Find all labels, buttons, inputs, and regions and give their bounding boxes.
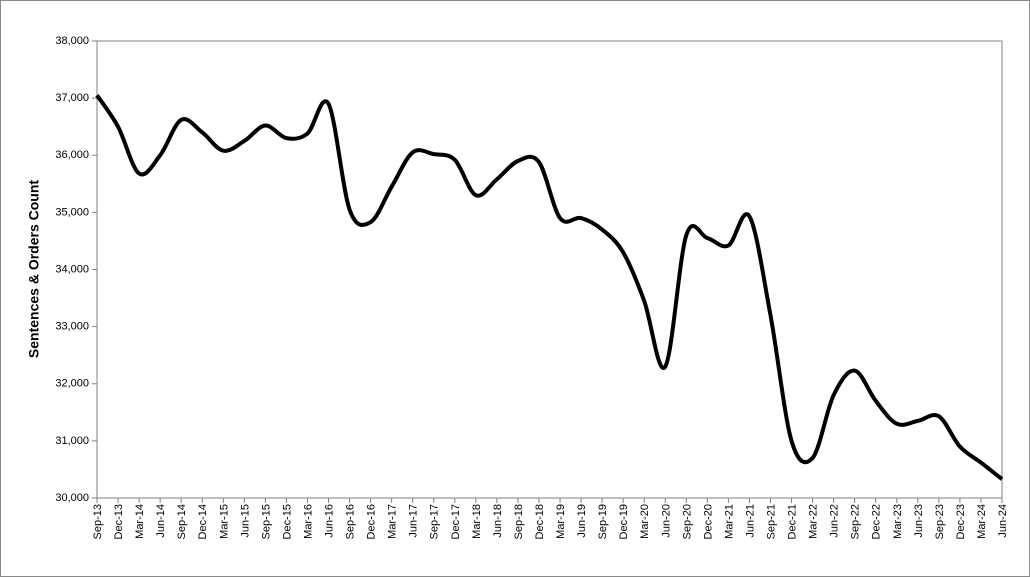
x-tick-label: Jun-19	[576, 504, 588, 538]
x-tick-label: Jun-17	[408, 504, 420, 538]
y-tick-label: 38,000	[55, 35, 89, 47]
x-tick-label: Jun-18	[492, 504, 504, 538]
x-tick-label: Mar-17	[387, 504, 399, 539]
x-tick-label: Mar-24	[976, 504, 988, 539]
y-tick-label: 34,000	[55, 263, 89, 275]
y-tick-label: 33,000	[55, 321, 89, 333]
x-tick-label: Mar-23	[892, 504, 904, 539]
y-tick-label: 37,000	[55, 92, 89, 104]
x-tick-label: Jun-23	[913, 504, 925, 538]
x-tick-label: Sep-19	[597, 504, 609, 539]
x-tick-label: Sep-20	[681, 504, 693, 539]
y-tick-label: 35,000	[55, 206, 89, 218]
y-tick-label: 30,000	[55, 492, 89, 504]
x-tick-label: Mar-21	[723, 504, 735, 539]
x-tick-label: Sep-17	[429, 504, 441, 539]
x-tick-label: Sep-15	[260, 504, 272, 539]
x-tick-label: Jun-20	[660, 504, 672, 538]
x-tick-label: Dec-14	[197, 504, 209, 539]
y-tick-label: 32,000	[55, 378, 89, 390]
x-tick-label: Dec-13	[113, 504, 125, 539]
x-tick-label: Sep-16	[345, 504, 357, 539]
y-tick-label: 36,000	[55, 149, 89, 161]
x-tick-label: Jun-14	[155, 504, 167, 538]
data-line	[95, 94, 1004, 481]
x-tick-label: Mar-20	[639, 504, 651, 539]
x-tick-label: Dec-17	[450, 504, 462, 539]
x-tick-label: Mar-18	[471, 504, 483, 539]
x-tick-label: Mar-19	[555, 504, 567, 539]
x-tick-label: Jun-22	[829, 504, 841, 538]
x-tick-label: Dec-16	[366, 504, 378, 539]
x-tick-label: Dec-19	[618, 504, 630, 539]
x-tick-label: Dec-15	[281, 504, 293, 539]
x-tick-label: Mar-22	[808, 504, 820, 539]
x-tick-label: Dec-20	[702, 504, 714, 539]
x-tick-label: Dec-23	[955, 504, 967, 539]
x-tick-label: Jun-15	[239, 504, 251, 538]
y-tick-label: 31,000	[55, 435, 89, 447]
x-tick-label: Mar-16	[302, 504, 314, 539]
x-tick-label: Jun-16	[324, 504, 336, 538]
x-tick-label: Dec-18	[534, 504, 546, 539]
y-axis-label: Sentences & Orders Count	[26, 180, 42, 358]
x-tick-label: Jun-24	[997, 504, 1009, 538]
x-tick-label: Sep-18	[513, 504, 525, 539]
x-tick-label: Sep-22	[850, 504, 862, 539]
x-tick-label: Mar-14	[134, 504, 146, 539]
x-tick-label: Sep-23	[934, 504, 946, 539]
x-tick-label: Jun-21	[744, 504, 756, 538]
x-tick-label: Mar-15	[218, 504, 230, 539]
x-tick-label: Sep-13	[92, 504, 104, 539]
x-tick-label: Sep-14	[176, 504, 188, 539]
x-tick-label: Sep-21	[765, 504, 777, 539]
x-tick-label: Dec-22	[871, 504, 883, 539]
x-tick-label: Dec-21	[787, 504, 799, 539]
